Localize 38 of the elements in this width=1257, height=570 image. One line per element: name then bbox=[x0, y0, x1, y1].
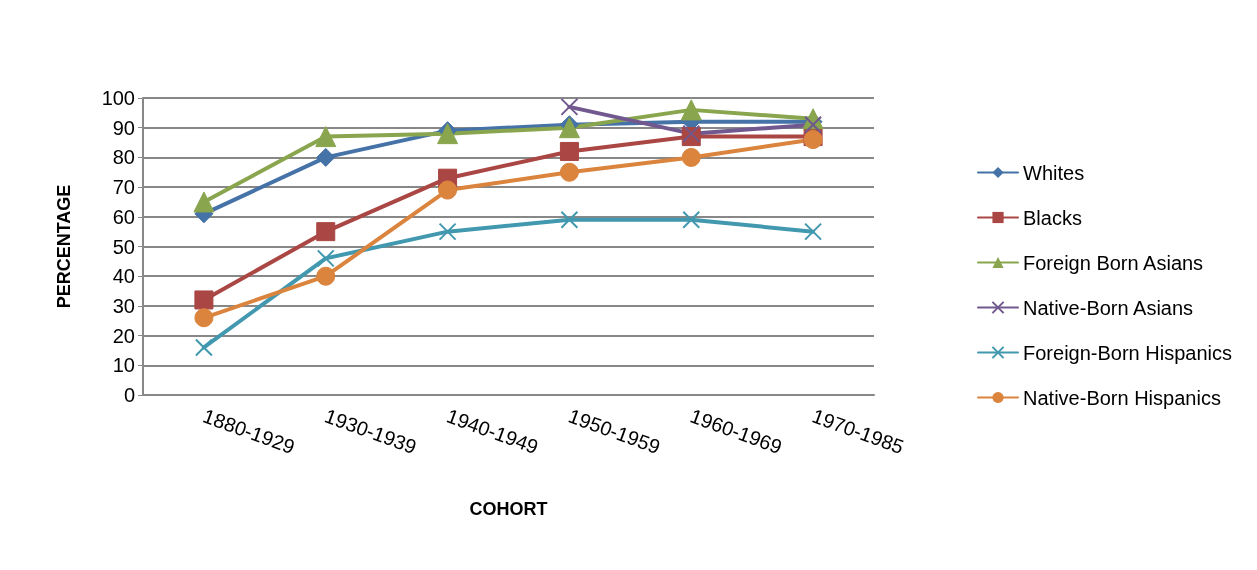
point bbox=[804, 222, 823, 241]
y-axis-title: PERCENTAGE bbox=[54, 184, 74, 309]
point bbox=[316, 249, 335, 268]
point bbox=[680, 99, 702, 121]
point bbox=[438, 222, 457, 241]
legend-label: Foreign Born Asians bbox=[1023, 251, 1204, 274]
point bbox=[560, 97, 579, 116]
legend-label: Foreign-Born Hispanics bbox=[1023, 341, 1233, 364]
point bbox=[194, 338, 213, 357]
y-tick-label: 60 bbox=[112, 205, 135, 228]
point bbox=[193, 191, 215, 213]
y-tick-label: 10 bbox=[112, 354, 135, 377]
point bbox=[682, 210, 701, 229]
point bbox=[559, 141, 579, 161]
point bbox=[315, 126, 337, 148]
point bbox=[316, 222, 336, 242]
y-tick-label: 20 bbox=[112, 324, 135, 347]
legend-label: Blacks bbox=[1023, 206, 1082, 229]
y-tick-label: 70 bbox=[112, 176, 135, 199]
y-tick-label: 40 bbox=[112, 265, 135, 288]
point bbox=[681, 147, 701, 167]
legend-label: Native-Born Asians bbox=[1023, 296, 1194, 319]
point bbox=[438, 180, 458, 200]
point bbox=[316, 266, 336, 286]
y-tick-label: 30 bbox=[112, 294, 135, 317]
y-tick-label: 90 bbox=[112, 116, 135, 139]
legend-label: Whites bbox=[1023, 161, 1085, 184]
y-tick-label: 50 bbox=[112, 235, 135, 258]
legend-label: Native-Born Hispanics bbox=[1023, 386, 1221, 409]
point bbox=[194, 308, 214, 328]
y-tick-label: 80 bbox=[112, 146, 135, 169]
point bbox=[316, 147, 336, 167]
point bbox=[194, 290, 214, 310]
x-axis-title: COHORT bbox=[469, 499, 548, 519]
point bbox=[559, 162, 579, 182]
y-tick-label: 0 bbox=[123, 384, 135, 406]
point bbox=[560, 210, 579, 229]
y-tick-label: 100 bbox=[101, 87, 135, 109]
